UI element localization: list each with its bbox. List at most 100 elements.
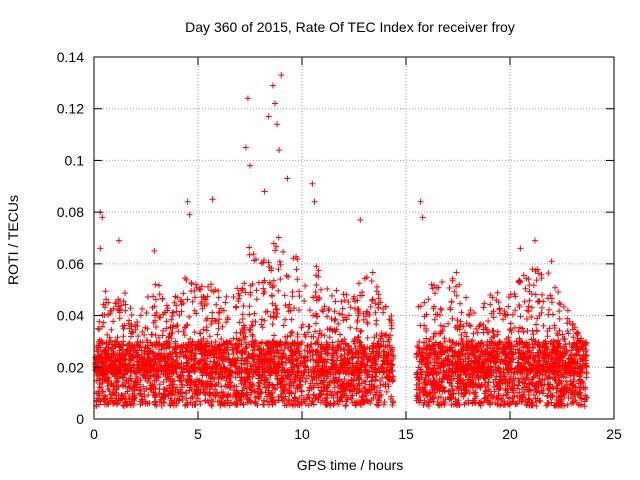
- data-point: [310, 294, 317, 301]
- data-point: [142, 398, 149, 405]
- data-point: [347, 304, 354, 311]
- data-point: [533, 321, 540, 328]
- data-point: [94, 348, 101, 355]
- data-point: [150, 293, 157, 300]
- data-point: [188, 280, 195, 287]
- data-point: [556, 300, 563, 307]
- data-point: [439, 279, 446, 286]
- data-point: [302, 282, 309, 289]
- data-point: [233, 304, 240, 311]
- data-point: [431, 316, 438, 323]
- data-point: [338, 298, 345, 305]
- data-point: [152, 281, 159, 288]
- data-point: [545, 311, 552, 318]
- data-point: [333, 287, 340, 294]
- data-point: [342, 402, 349, 409]
- data-point: [184, 198, 191, 205]
- data-point: [540, 298, 547, 305]
- x-tick-label: 10: [294, 426, 310, 442]
- data-point: [269, 338, 276, 345]
- data-point: [182, 323, 189, 330]
- data-point: [388, 325, 395, 332]
- data-point: [321, 303, 328, 310]
- data-point: [334, 389, 341, 396]
- data-point: [345, 371, 352, 378]
- data-point: [274, 121, 281, 128]
- data-point: [249, 333, 256, 340]
- data-point: [552, 284, 559, 291]
- data-point: [105, 401, 112, 408]
- y-tick-label: 0.08: [57, 204, 84, 220]
- data-point: [181, 332, 188, 339]
- data-point: [247, 162, 253, 169]
- data-point: [336, 310, 343, 317]
- data-point: [339, 311, 346, 318]
- data-point: [159, 295, 166, 302]
- data-point: [447, 304, 454, 311]
- data-point: [522, 285, 529, 292]
- data-point: [283, 272, 290, 279]
- data-point: [514, 359, 521, 366]
- data-point: [265, 113, 272, 120]
- data-point: [351, 335, 358, 342]
- data-point: [437, 322, 444, 329]
- data-point: [496, 306, 503, 313]
- data-point: [364, 372, 371, 379]
- data-point: [332, 298, 339, 305]
- data-point: [313, 282, 320, 289]
- data-point: [462, 329, 469, 336]
- data-point: [417, 198, 424, 205]
- data-point: [449, 315, 456, 322]
- data-point: [96, 318, 103, 325]
- data-point: [343, 291, 350, 298]
- data-point: [215, 294, 222, 301]
- data-point: [313, 263, 320, 270]
- data-point: [234, 285, 241, 292]
- data-point: [380, 401, 387, 408]
- data-point: [272, 247, 279, 254]
- data-point: [191, 307, 198, 314]
- data-point: [435, 401, 442, 408]
- data-point: [345, 298, 352, 305]
- data-point: [288, 316, 295, 323]
- data-point: [116, 315, 123, 322]
- data-point: [99, 323, 106, 330]
- data-point: [377, 382, 384, 389]
- data-point: [213, 301, 220, 308]
- data-point: [463, 294, 470, 301]
- data-point: [520, 329, 527, 336]
- chart-title: Day 360 of 2015, Rate Of TEC Index for r…: [185, 19, 515, 35]
- data-point: [474, 329, 481, 336]
- data-point: [557, 301, 564, 308]
- data-point: [515, 382, 522, 389]
- data-point: [352, 345, 359, 352]
- data-point: [137, 312, 144, 319]
- data-point: [487, 301, 494, 308]
- data-point: [264, 308, 271, 315]
- data-point: [324, 285, 331, 292]
- y-tick-label: 0.1: [65, 152, 85, 168]
- data-point: [216, 316, 223, 323]
- data-point: [544, 333, 551, 340]
- data-point: [520, 272, 527, 279]
- data-point: [315, 267, 322, 274]
- data-point: [186, 313, 193, 320]
- data-point: [556, 315, 563, 322]
- data-point: [219, 323, 226, 330]
- data-point: [282, 316, 289, 323]
- data-point: [526, 281, 533, 288]
- data-point: [347, 324, 354, 331]
- data-point: [101, 304, 108, 311]
- data-point: [480, 304, 487, 311]
- data-point: [476, 322, 483, 329]
- data-point: [441, 388, 448, 395]
- data-point: [419, 214, 426, 221]
- data-point: [96, 326, 103, 333]
- data-point: [337, 331, 344, 338]
- data-point: [208, 402, 215, 409]
- x-tick-label: 15: [398, 426, 414, 442]
- data-point: [583, 363, 590, 370]
- data-point: [179, 397, 186, 404]
- data-point: [241, 280, 248, 287]
- data-point: [223, 377, 230, 384]
